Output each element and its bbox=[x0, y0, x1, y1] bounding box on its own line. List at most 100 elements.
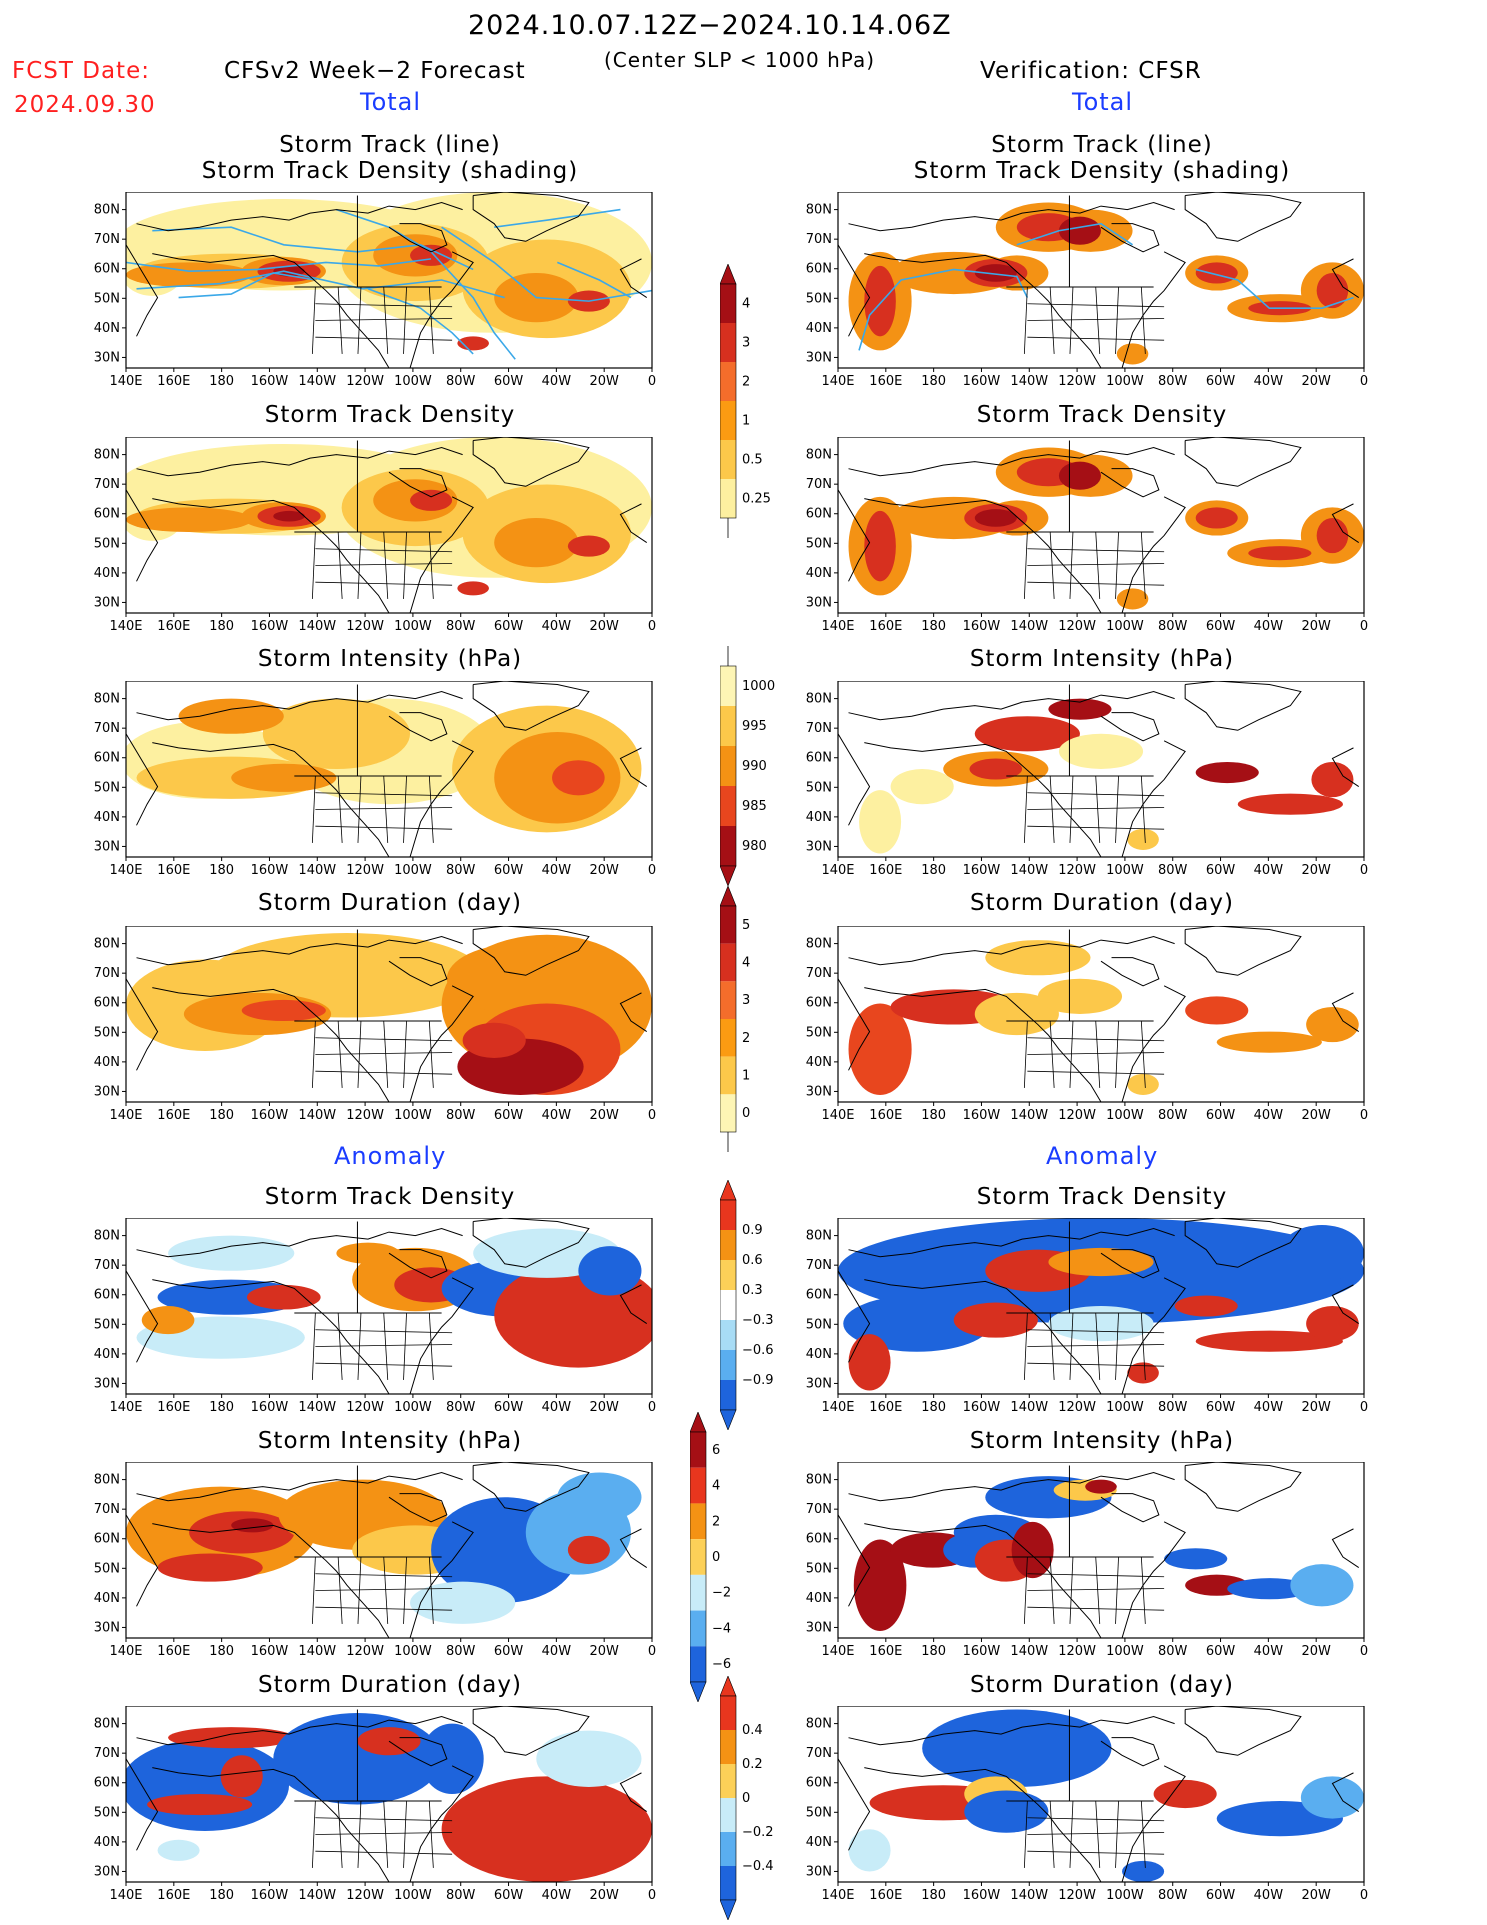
state-border bbox=[1027, 792, 1165, 797]
lon-tick-label: 180 bbox=[921, 374, 946, 389]
lon-tick-label: 140W bbox=[298, 374, 336, 389]
shading-cell bbox=[126, 262, 253, 288]
panel-title-density-right: Storm Track Density bbox=[976, 402, 1228, 428]
lon-tick-label: 40W bbox=[1254, 1644, 1284, 1659]
coastline bbox=[864, 1279, 1102, 1394]
lon-tick-label: 60W bbox=[494, 1108, 524, 1123]
shading-cell bbox=[536, 1730, 642, 1787]
lon-tick-label: 180 bbox=[921, 1108, 946, 1123]
coastline bbox=[1331, 258, 1360, 299]
coastline bbox=[136, 1716, 463, 1746]
shading-cell bbox=[552, 760, 605, 796]
state-border bbox=[1095, 1021, 1101, 1088]
lat-tick-label: 60N bbox=[806, 996, 832, 1011]
lon-tick-label: 0 bbox=[648, 1400, 656, 1415]
lat-tick-label: 40N bbox=[94, 810, 120, 825]
colorbar-density: 4 3 2 1 0.5 0.25 bbox=[720, 264, 771, 538]
coastline bbox=[848, 1472, 1175, 1502]
state-border bbox=[315, 1344, 453, 1347]
lon-tick-label: 140E bbox=[109, 1108, 142, 1123]
coastline bbox=[848, 1228, 1175, 1258]
coastline bbox=[152, 1523, 390, 1638]
colorbar-swatch bbox=[720, 1798, 736, 1832]
coastline bbox=[126, 733, 159, 826]
lat-tick-label: 80N bbox=[806, 937, 832, 952]
lon-tick-label: 40W bbox=[542, 374, 572, 389]
panel-title-density-left: Storm Track Density bbox=[264, 402, 516, 428]
colorbar-swatch bbox=[720, 323, 736, 362]
storm-track-line bbox=[494, 208, 621, 228]
state-border bbox=[1027, 1817, 1165, 1822]
shading-cell bbox=[890, 769, 954, 805]
shading-cell bbox=[262, 698, 411, 769]
colorbar-label: 5 bbox=[742, 918, 750, 933]
map-frame bbox=[837, 926, 1365, 1103]
lon-tick-label: 160W bbox=[251, 619, 289, 634]
lat-tick-label: 70N bbox=[806, 477, 832, 492]
storm-track-line bbox=[858, 268, 1029, 351]
coastline bbox=[864, 1523, 1102, 1638]
panel-title-anom-duration-left: Storm Duration (day) bbox=[258, 1672, 522, 1698]
lon-tick-label: 120W bbox=[346, 1108, 384, 1123]
lon-tick-label: 120W bbox=[1058, 1400, 1096, 1415]
shading-cell bbox=[1127, 828, 1159, 850]
lon-tick-label: 140W bbox=[1010, 1888, 1048, 1903]
coastline bbox=[152, 1279, 390, 1394]
lon-tick-label: 80W bbox=[1158, 863, 1188, 878]
map-frame bbox=[125, 192, 653, 369]
panel-title-anom-density-right: Storm Track Density bbox=[976, 1184, 1228, 1210]
state-border bbox=[1140, 1313, 1146, 1380]
shading-cell bbox=[231, 1518, 274, 1533]
lon-tick-label: 100W bbox=[394, 374, 432, 389]
state-border bbox=[311, 1021, 316, 1088]
panel-title-anom-intensity-left: Storm Intensity (hPa) bbox=[257, 1428, 523, 1454]
shading-cell bbox=[1048, 1247, 1154, 1277]
coastline bbox=[619, 1528, 648, 1569]
lon-tick-label: 80W bbox=[446, 374, 476, 389]
shading-cell bbox=[273, 510, 305, 522]
lon-tick-label: 100W bbox=[1106, 1108, 1144, 1123]
shading-cell bbox=[441, 1776, 652, 1882]
lon-tick-label: 160E bbox=[157, 1888, 190, 1903]
lon-tick-label: 20W bbox=[589, 1400, 619, 1415]
lon-tick-label: 120W bbox=[346, 374, 384, 389]
lat-tick-label: 50N bbox=[806, 1805, 832, 1820]
coastline bbox=[388, 1737, 448, 1767]
lon-tick-label: 80W bbox=[1158, 1400, 1188, 1415]
colorbar-swatch bbox=[720, 1019, 736, 1057]
coastline bbox=[409, 251, 474, 368]
state-border bbox=[1023, 1801, 1028, 1868]
lat-tick-label: 80N bbox=[94, 203, 120, 218]
lon-tick-label: 100W bbox=[1106, 374, 1144, 389]
lon-tick-label: 60W bbox=[494, 619, 524, 634]
coastline bbox=[1184, 437, 1302, 487]
lat-tick-label: 70N bbox=[94, 721, 120, 736]
coastline bbox=[848, 447, 1175, 477]
state-border bbox=[357, 1801, 362, 1868]
state-border bbox=[428, 776, 434, 843]
state-border bbox=[383, 1313, 389, 1380]
lat-tick-label: 40N bbox=[806, 1835, 832, 1850]
lat-tick-label: 60N bbox=[806, 507, 832, 522]
lat-tick-label: 70N bbox=[94, 1746, 120, 1761]
state-border bbox=[315, 825, 453, 830]
shading-cell bbox=[1316, 272, 1349, 309]
map-intensity-left: 140E 160E 180 160W 140W 120W 100W 80W 60W 40W 20W 0… bbox=[94, 681, 656, 878]
lat-tick-label: 80N bbox=[94, 937, 120, 952]
coastline bbox=[472, 1706, 590, 1756]
lon-tick-label: 80W bbox=[446, 1108, 476, 1123]
lon-tick-label: 160W bbox=[963, 619, 1001, 634]
colorbar-swatch bbox=[720, 1350, 736, 1380]
state-border bbox=[315, 1606, 453, 1611]
colorbar-anom-intensity: 6 4 2 0 −2 −4 −6 bbox=[690, 1412, 731, 1702]
lon-tick-label: 140W bbox=[1010, 863, 1048, 878]
lon-tick-label: 140W bbox=[1010, 619, 1048, 634]
colorbar-label: 0 bbox=[742, 1791, 750, 1806]
coastline bbox=[1100, 957, 1160, 987]
coastline bbox=[838, 244, 871, 337]
lat-tick-label: 40N bbox=[94, 1835, 120, 1850]
lat-tick-label: 80N bbox=[94, 1717, 120, 1732]
map-frame bbox=[837, 681, 1365, 858]
panel-title-anom-intensity-right: Storm Intensity (hPa) bbox=[969, 1428, 1235, 1454]
lat-tick-label: 70N bbox=[94, 232, 120, 247]
